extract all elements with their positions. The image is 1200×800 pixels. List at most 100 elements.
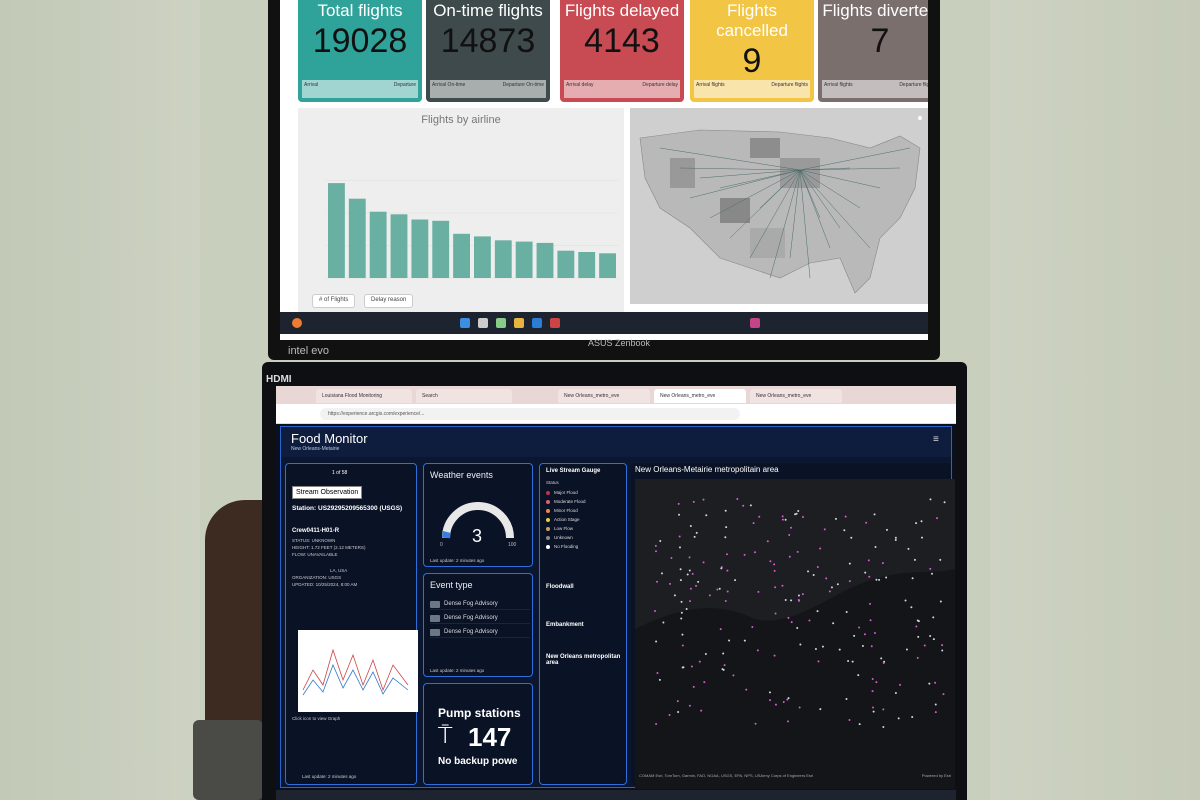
gauge-point bbox=[682, 666, 685, 669]
gauge-point bbox=[857, 674, 860, 677]
us-flight-map bbox=[639, 116, 922, 294]
gauge-point bbox=[915, 625, 918, 628]
gauge-point bbox=[774, 586, 777, 589]
hydrograph[interactable] bbox=[298, 630, 418, 712]
flights-map[interactable] bbox=[630, 108, 928, 304]
browser-tab-active[interactable]: New Orleans_metro_eve bbox=[654, 389, 746, 403]
legend-dot-icon bbox=[546, 535, 550, 540]
app-icon[interactable] bbox=[550, 318, 560, 328]
gauge-point bbox=[681, 644, 684, 647]
pump-caption: No backup powe bbox=[438, 756, 518, 767]
bar[interactable] bbox=[348, 198, 366, 278]
bar[interactable] bbox=[369, 211, 387, 278]
height-text: HEIGHT: 1.72 FEET (2.12 METERS) bbox=[292, 545, 366, 550]
url-field[interactable]: https://experience.arcgis.com/experience… bbox=[320, 408, 740, 420]
start-icon[interactable] bbox=[460, 318, 470, 328]
bar[interactable] bbox=[453, 233, 470, 278]
gauge-point bbox=[917, 635, 920, 638]
bar[interactable] bbox=[432, 220, 450, 278]
search-icon[interactable] bbox=[478, 318, 488, 328]
bar[interactable] bbox=[474, 236, 491, 278]
flight-route bbox=[699, 169, 801, 179]
hamburger-menu-icon[interactable]: ≡ bbox=[933, 434, 939, 445]
gauge-point bbox=[781, 518, 784, 521]
taskview-icon[interactable] bbox=[496, 318, 506, 328]
kpi-sub-left: Arrival On-time bbox=[432, 82, 466, 88]
wristwatch bbox=[193, 720, 263, 800]
embankment-section[interactable]: Embankment bbox=[546, 622, 584, 628]
gauge-point bbox=[732, 674, 735, 677]
gauge-point bbox=[798, 599, 801, 602]
kpi-value: 7 bbox=[870, 22, 890, 60]
gauge-point bbox=[847, 660, 850, 663]
gauge-point bbox=[659, 540, 662, 543]
browser-tab[interactable]: New Orleans_metro_eve bbox=[558, 389, 650, 403]
bar[interactable] bbox=[578, 252, 596, 278]
folder-icon[interactable] bbox=[514, 318, 524, 328]
event-item[interactable]: Dense Fog Advisory bbox=[430, 612, 530, 624]
gauge-point bbox=[812, 573, 815, 576]
app-icon[interactable] bbox=[750, 318, 760, 328]
gauge-point bbox=[680, 600, 683, 603]
gauge-point bbox=[716, 588, 719, 591]
legend-label: No Flooding bbox=[554, 544, 579, 549]
bar[interactable] bbox=[390, 214, 408, 278]
event-item[interactable]: Dense Fog Advisory bbox=[430, 626, 530, 638]
gauge-point bbox=[677, 711, 680, 714]
gauge-point bbox=[700, 709, 703, 712]
pager[interactable]: 1 of 58 bbox=[332, 470, 348, 476]
bar[interactable] bbox=[494, 240, 512, 278]
browser-tab[interactable]: New Orleans_metro_eve bbox=[750, 389, 842, 403]
gauge-point bbox=[686, 573, 689, 576]
flight-route bbox=[799, 169, 821, 219]
bar[interactable] bbox=[515, 241, 533, 278]
gauge-point bbox=[719, 628, 722, 631]
gauge-point bbox=[858, 626, 861, 629]
gauge-point bbox=[695, 584, 698, 587]
status-label: Status bbox=[546, 480, 559, 485]
gauge-point bbox=[678, 546, 681, 549]
flight-route bbox=[799, 167, 901, 171]
gauge-point bbox=[702, 498, 705, 501]
gauge-point bbox=[692, 685, 695, 688]
flight-route bbox=[719, 169, 801, 189]
gauge-point bbox=[830, 586, 833, 589]
gauge-point bbox=[939, 558, 942, 561]
gauge-point bbox=[863, 633, 866, 636]
bar[interactable] bbox=[557, 250, 575, 278]
pump-stations-card: Pump stations ⍑ 147 No backup powe bbox=[423, 683, 533, 785]
event-item[interactable]: Dense Fog Advisory bbox=[430, 598, 530, 610]
kpi-delayed-flights[interactable]: Flights delayed 4143 Arrival delay Depart… bbox=[560, 0, 684, 102]
flights-dashboard: Total flights 19028 Arrival Departure On-… bbox=[280, 0, 928, 340]
metro-area-section[interactable]: New Orleans metropolitan area bbox=[546, 654, 621, 666]
gauge-point bbox=[688, 704, 691, 707]
edge-icon[interactable] bbox=[532, 318, 542, 328]
chip-number-of-flights[interactable]: # of Flights bbox=[312, 294, 356, 308]
gauge-point bbox=[934, 703, 937, 706]
flood-map[interactable]: COMAM Esri, TomTom, Garmin, FAO, NOAA, U… bbox=[635, 479, 955, 789]
last-update: Last update: 2 minutes ago bbox=[302, 774, 357, 779]
gauge-point bbox=[757, 590, 760, 593]
legend-item: Minor Flood bbox=[546, 508, 578, 513]
bar[interactable] bbox=[411, 219, 429, 279]
browser-tab[interactable]: Louisiana Flood Monitoring bbox=[316, 389, 412, 403]
gauge-point bbox=[754, 551, 757, 554]
app-title: Food Monitor bbox=[291, 431, 368, 446]
kpi-ontime-flights[interactable]: On-time flights 14873 Arrival On-time Dep… bbox=[426, 0, 550, 102]
kpi-diverted-flights[interactable]: Flights diverted 7 Arrival flights Depart… bbox=[818, 0, 928, 102]
app-icon[interactable] bbox=[292, 318, 302, 328]
chip-delay-reason[interactable]: Delay reason bbox=[364, 294, 414, 308]
kpi-cancelled-flights[interactable]: Flights cancelled 9 Arrival flights Depar… bbox=[690, 0, 814, 102]
bar[interactable] bbox=[599, 253, 616, 278]
gauge-point bbox=[808, 619, 811, 622]
bar[interactable] bbox=[536, 242, 554, 278]
bar[interactable] bbox=[328, 183, 345, 278]
browser-tab[interactable]: Search bbox=[416, 389, 512, 403]
gauge-point bbox=[795, 512, 798, 515]
legend-dot-icon bbox=[546, 499, 550, 504]
kpi-total-flights[interactable]: Total flights 19028 Arrival Departure bbox=[298, 0, 422, 102]
gauge-point bbox=[871, 690, 874, 693]
gauge-point bbox=[936, 517, 939, 520]
flight-route bbox=[799, 169, 811, 279]
floodwall-section[interactable]: Floodwall bbox=[546, 584, 574, 590]
